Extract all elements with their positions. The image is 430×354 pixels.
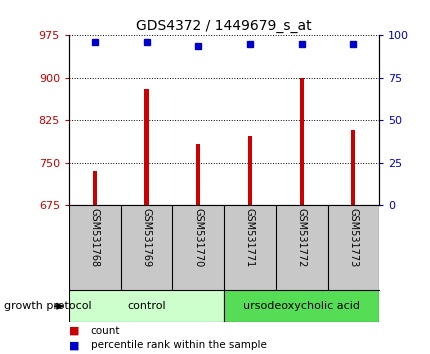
- Bar: [299, 78, 303, 205]
- Text: control: control: [127, 301, 166, 311]
- Title: GDS4372 / 1449679_s_at: GDS4372 / 1449679_s_at: [136, 19, 311, 33]
- Text: ■: ■: [69, 340, 79, 350]
- Bar: [350, 130, 355, 205]
- Text: GSM531771: GSM531771: [244, 208, 255, 267]
- Text: ursodeoxycholic acid: ursodeoxycholic acid: [243, 301, 359, 311]
- Text: GSM531770: GSM531770: [193, 208, 203, 267]
- Text: count: count: [90, 326, 120, 336]
- Bar: [196, 144, 200, 205]
- Text: GSM531768: GSM531768: [89, 208, 100, 267]
- Text: GSM531773: GSM531773: [347, 208, 358, 267]
- Bar: [144, 89, 148, 205]
- Bar: [224, 290, 378, 322]
- Text: ■: ■: [69, 326, 79, 336]
- Text: GSM531772: GSM531772: [296, 208, 306, 267]
- Text: percentile rank within the sample: percentile rank within the sample: [90, 340, 266, 350]
- Bar: [69, 290, 224, 322]
- Text: GSM531769: GSM531769: [141, 208, 151, 267]
- Text: growth protocol: growth protocol: [4, 301, 92, 311]
- Bar: [92, 171, 97, 205]
- Bar: [247, 136, 252, 205]
